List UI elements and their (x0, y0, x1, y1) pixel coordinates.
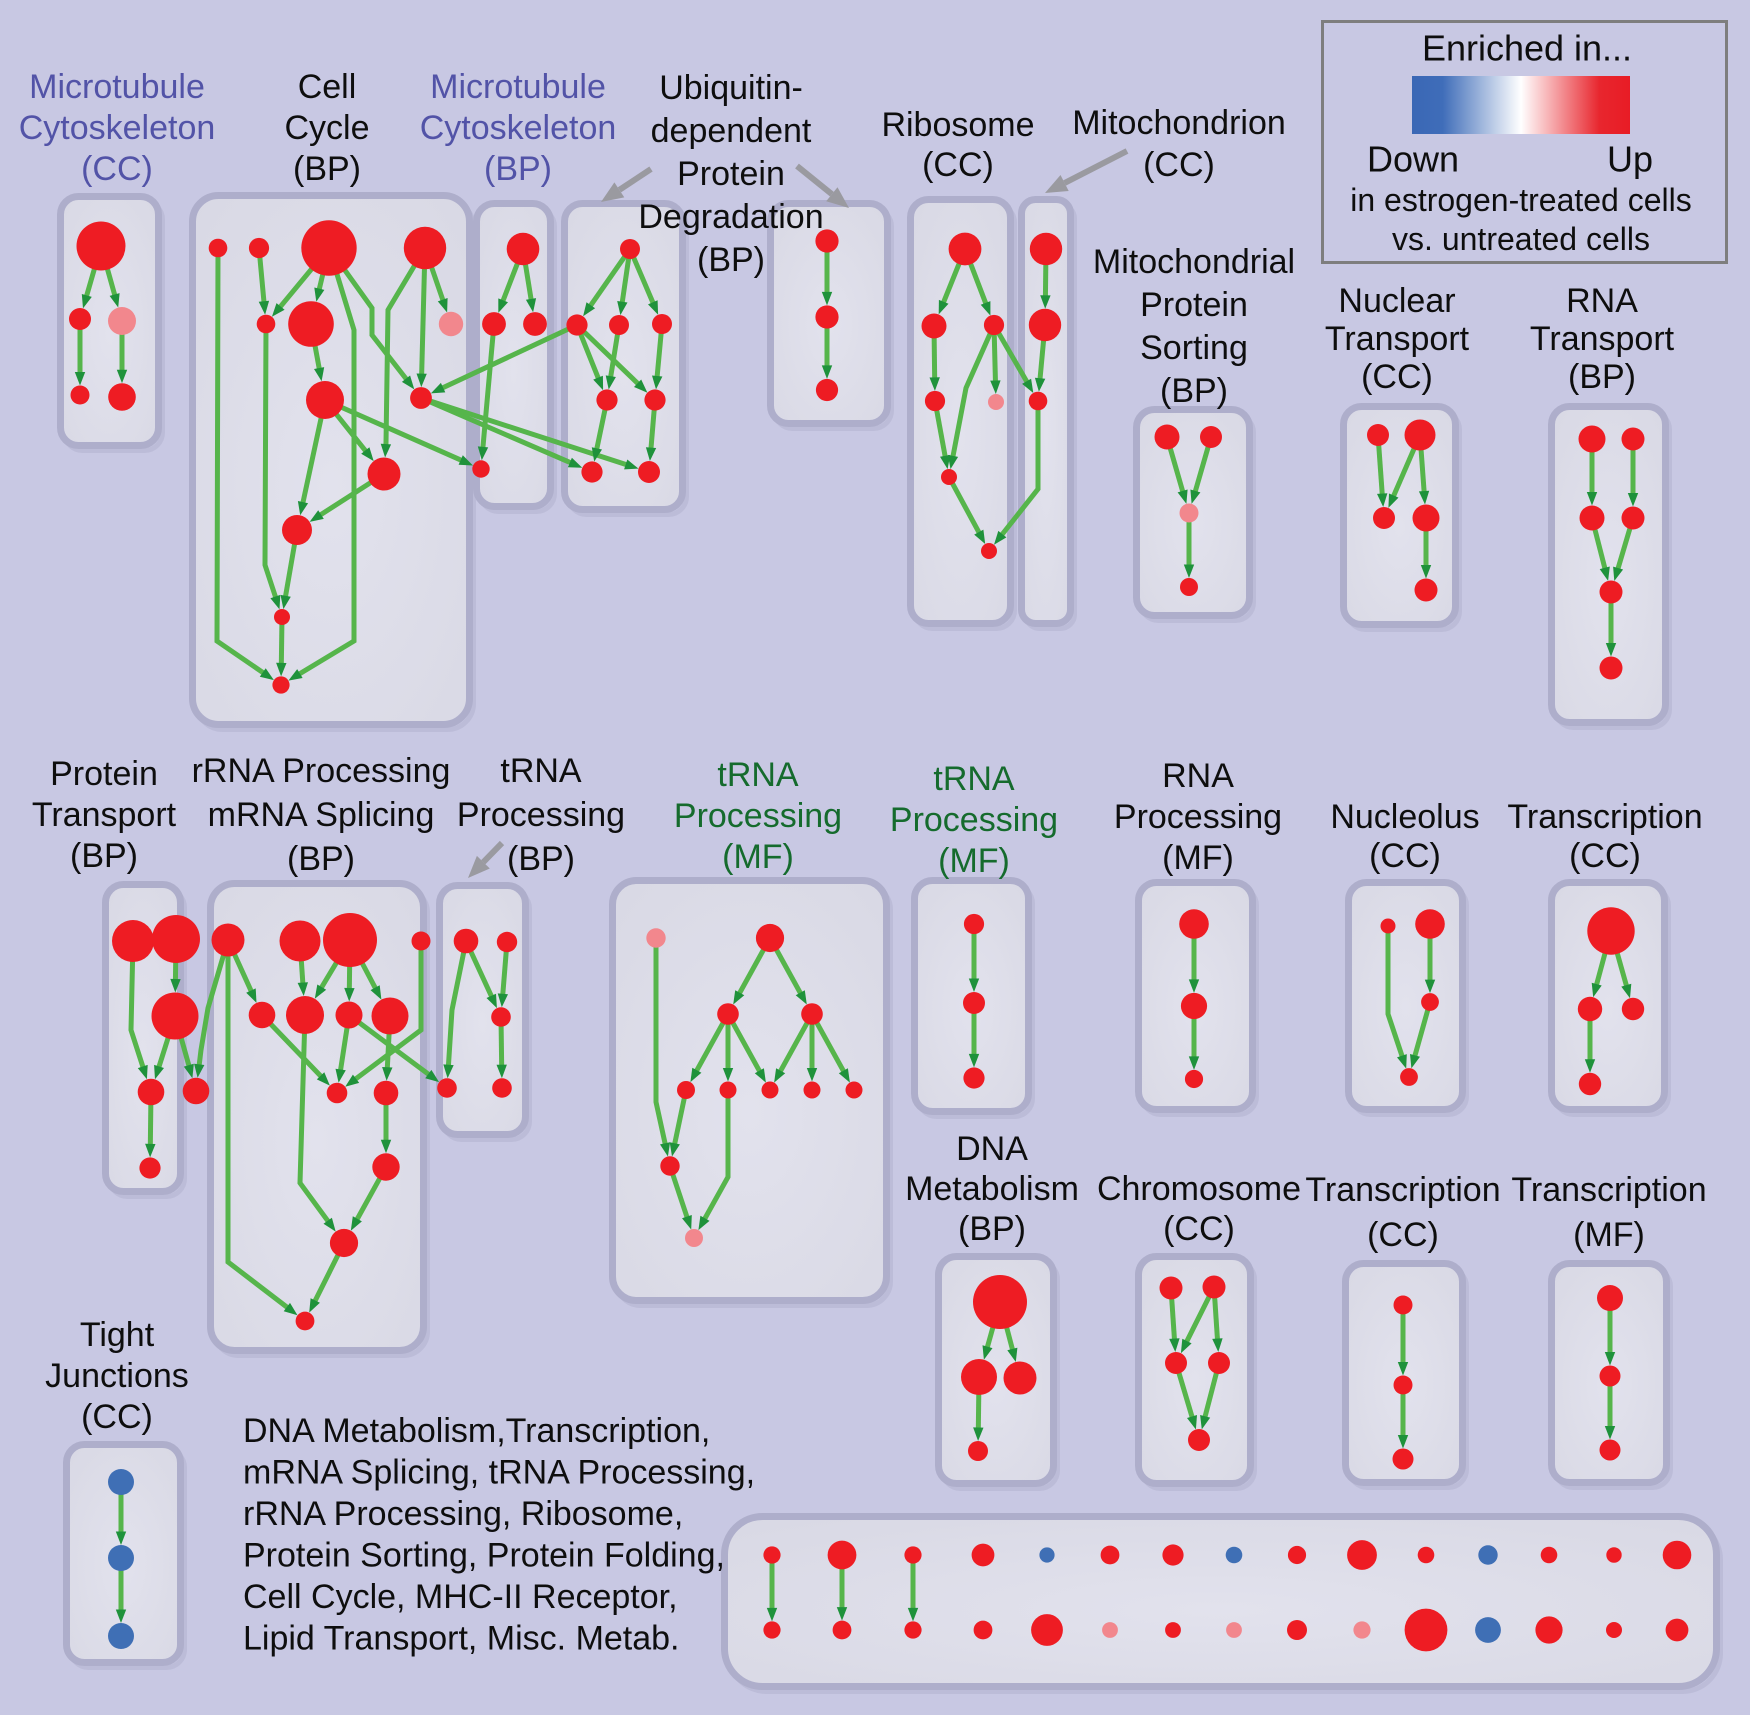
svg-text:(CC): (CC) (1369, 837, 1441, 875)
svg-text:Metabolism: Metabolism (905, 1170, 1079, 1208)
svg-text:(CC): (CC) (922, 146, 994, 184)
svg-text:rRNA Processing, Ribosome,: rRNA Processing, Ribosome, (243, 1495, 683, 1533)
svg-text:(CC): (CC) (81, 150, 153, 188)
svg-text:Sorting: Sorting (1140, 329, 1248, 367)
svg-text:Protein: Protein (677, 155, 785, 193)
svg-text:Chromosome: Chromosome (1097, 1170, 1301, 1208)
svg-text:(MF): (MF) (938, 842, 1010, 880)
svg-text:(MF): (MF) (1573, 1216, 1645, 1254)
svg-text:RNA: RNA (1566, 282, 1638, 320)
svg-text:Protein: Protein (50, 755, 158, 793)
svg-text:DNA Metabolism,Transcription,: DNA Metabolism,Transcription, (243, 1412, 710, 1450)
svg-text:Lipid Transport, Misc. Metab.: Lipid Transport, Misc. Metab. (243, 1620, 680, 1658)
svg-text:Processing: Processing (674, 797, 842, 835)
svg-text:Transport: Transport (1530, 320, 1675, 358)
svg-text:Transport: Transport (32, 796, 177, 834)
svg-text:Protein Sorting, Protein Foldi: Protein Sorting, Protein Folding, (243, 1537, 725, 1575)
svg-text:(BP): (BP) (293, 150, 361, 188)
svg-text:(CC): (CC) (81, 1398, 153, 1436)
svg-text:(BP): (BP) (507, 840, 575, 878)
svg-text:Ubiquitin-: Ubiquitin- (659, 69, 803, 107)
svg-text:(MF): (MF) (722, 838, 794, 876)
svg-text:(CC): (CC) (1361, 358, 1433, 396)
svg-text:dependent: dependent (651, 112, 812, 150)
svg-text:tRNA: tRNA (717, 756, 799, 794)
svg-text:Junctions: Junctions (45, 1357, 189, 1395)
svg-text:rRNA Processing: rRNA Processing (192, 752, 451, 790)
svg-text:Cytoskeleton: Cytoskeleton (420, 109, 617, 147)
svg-text:Nucleolus: Nucleolus (1330, 798, 1479, 836)
svg-text:Enriched in...: Enriched in... (1422, 28, 1632, 69)
svg-text:(BP): (BP) (1160, 372, 1228, 410)
svg-text:(BP): (BP) (697, 241, 765, 279)
svg-text:Mitochondrion: Mitochondrion (1072, 104, 1286, 142)
svg-text:Cell Cycle, MHC-II Receptor,: Cell Cycle, MHC-II Receptor, (243, 1578, 678, 1616)
svg-text:(CC): (CC) (1569, 837, 1641, 875)
svg-text:Cycle: Cycle (284, 109, 369, 147)
svg-text:Nuclear: Nuclear (1338, 282, 1455, 320)
svg-text:DNA: DNA (956, 1130, 1028, 1168)
svg-text:RNA: RNA (1162, 757, 1234, 795)
svg-text:(BP): (BP) (1568, 358, 1636, 396)
svg-text:Up: Up (1607, 139, 1653, 180)
svg-text:tRNA: tRNA (933, 760, 1015, 798)
svg-text:Transcription: Transcription (1511, 1171, 1706, 1209)
svg-text:(CC): (CC) (1143, 146, 1215, 184)
svg-text:Cell: Cell (298, 68, 357, 106)
svg-text:Processing: Processing (1114, 798, 1282, 836)
svg-text:Down: Down (1367, 139, 1459, 180)
svg-text:(CC): (CC) (1163, 1210, 1235, 1248)
svg-text:(BP): (BP) (287, 840, 355, 878)
svg-text:(BP): (BP) (70, 837, 138, 875)
svg-text:Ribosome: Ribosome (881, 106, 1034, 144)
svg-text:tRNA: tRNA (500, 752, 582, 790)
svg-text:Tight: Tight (80, 1316, 155, 1354)
svg-text:Mitochondrial: Mitochondrial (1093, 243, 1295, 281)
svg-text:Processing: Processing (457, 796, 625, 834)
svg-text:(MF): (MF) (1162, 839, 1234, 877)
svg-text:Microtubule: Microtubule (430, 68, 606, 106)
svg-text:vs. untreated cells: vs. untreated cells (1392, 221, 1650, 257)
svg-text:Transport: Transport (1325, 320, 1470, 358)
svg-text:Degradation: Degradation (638, 198, 823, 236)
svg-text:(CC): (CC) (1367, 1216, 1439, 1254)
svg-text:Microtubule: Microtubule (29, 68, 205, 106)
svg-text:Protein: Protein (1140, 286, 1248, 324)
svg-text:mRNA Splicing, tRNA Processing: mRNA Splicing, tRNA Processing, (243, 1454, 755, 1492)
svg-text:Transcription: Transcription (1507, 798, 1702, 836)
svg-text:(BP): (BP) (484, 150, 552, 188)
svg-text:in estrogen-treated cells: in estrogen-treated cells (1350, 182, 1692, 218)
svg-text:mRNA Splicing: mRNA Splicing (208, 796, 435, 834)
svg-text:(BP): (BP) (958, 1210, 1026, 1248)
svg-text:Transcription: Transcription (1305, 1171, 1500, 1209)
svg-text:Cytoskeleton: Cytoskeleton (19, 109, 216, 147)
svg-text:Processing: Processing (890, 801, 1058, 839)
